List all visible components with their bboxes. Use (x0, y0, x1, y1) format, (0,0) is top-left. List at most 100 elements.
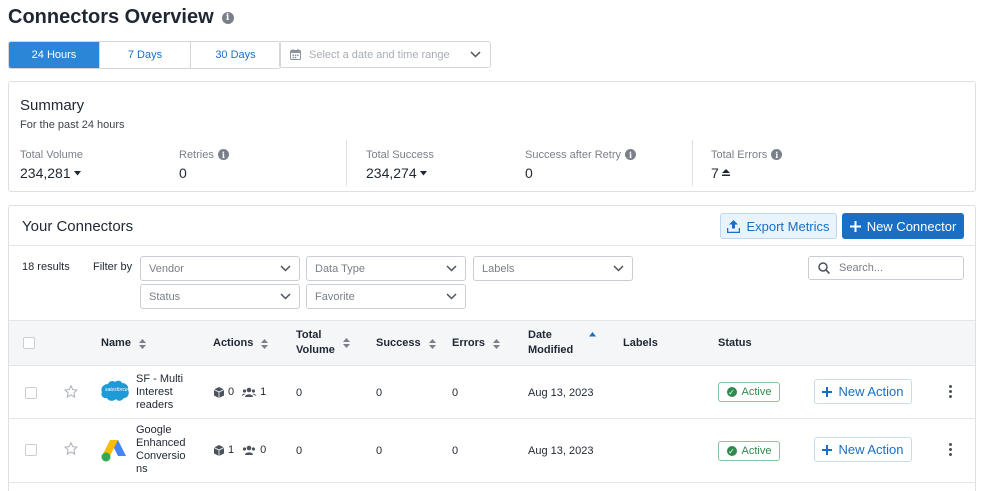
stat-value[interactable]: 234,281 (20, 165, 83, 181)
column-total-volume[interactable]: Total Volume (296, 328, 350, 358)
data-type-filter[interactable]: Data Type (306, 256, 466, 281)
labels-filter-label: Labels (482, 262, 515, 275)
tab-30-days[interactable]: 30 Days (191, 42, 280, 68)
name-line: Interest (136, 386, 173, 398)
stat-label: Success after Retry i (525, 148, 636, 161)
row-checkbox[interactable] (25, 444, 37, 456)
column-date-modified-label: Date Modified (528, 329, 574, 356)
tab-7-days[interactable]: 7 Days (100, 42, 191, 68)
connector-name[interactable]: Google Enhanced Conversio ns (136, 424, 196, 476)
date-range-picker[interactable]: Select a date and time range (279, 41, 491, 68)
data-type-filter-label: Data Type (315, 262, 365, 275)
connectors-title: Your Connectors (22, 218, 134, 235)
column-labels-label: Labels (623, 337, 658, 349)
star-icon[interactable] (64, 385, 78, 398)
column-total-volume-label: Total Volume (296, 329, 335, 356)
users-icon (242, 387, 257, 397)
chevron-down-icon (446, 265, 457, 272)
sort-icon (261, 338, 269, 349)
divider (692, 140, 693, 186)
chevron-down-icon (280, 265, 291, 272)
vendor-filter-label: Vendor (149, 262, 184, 275)
success-after-retry-label: Success after Retry (525, 148, 621, 161)
stat-value[interactable]: 7 (711, 165, 782, 181)
column-actions-label: Actions (213, 337, 254, 349)
favorite-filter[interactable]: Favorite (306, 284, 466, 309)
name-line: Enhanced (136, 437, 186, 449)
sort-icon (342, 338, 350, 348)
column-errors-label: Errors (452, 337, 486, 349)
stat-label: Total Volume (20, 148, 83, 161)
vendor-filter[interactable]: Vendor (140, 256, 300, 281)
name-line: SF - Multi (136, 373, 184, 385)
total-volume-cell: 0 (296, 387, 303, 399)
more-options-icon[interactable] (949, 385, 953, 398)
name-line: Google (136, 424, 172, 436)
status-text: Active (741, 445, 772, 457)
stat-value[interactable]: 234,274 (366, 165, 434, 181)
new-action-button[interactable]: New Action (814, 379, 912, 404)
more-options-icon[interactable] (949, 443, 953, 456)
status-badge: ✓ Active (718, 382, 780, 402)
filter-by-label: Filter by (93, 261, 133, 273)
table-header: Name Actions Total Volume Success Errors … (9, 320, 975, 366)
success-cell: 0 (376, 445, 383, 457)
sort-icon (138, 338, 146, 349)
date-range-placeholder: Select a date and time range (309, 48, 450, 61)
page-title: Connectors Overview i (8, 6, 234, 29)
actions-cell: 0 1 (214, 386, 266, 398)
favorite-filter-label: Favorite (315, 290, 355, 303)
table-row[interactable]: salesforce SF - Multi Interest readers 0… (9, 366, 975, 419)
calendar-icon (290, 49, 301, 60)
info-icon[interactable]: i (221, 11, 234, 24)
date-modified-cell: Aug 13, 2023 (528, 387, 594, 399)
plus-icon (822, 444, 833, 455)
new-connector-label: New Connector (866, 218, 957, 234)
new-connector-button[interactable]: New Connector (842, 213, 964, 239)
info-icon[interactable]: i (217, 149, 229, 160)
actions-count: 0 (228, 386, 235, 398)
info-icon[interactable]: i (771, 149, 783, 160)
errors-cell: 0 (452, 387, 459, 399)
actions-cell: 1 0 (214, 444, 266, 456)
date-modified-cell: Aug 13, 2023 (528, 445, 594, 457)
row-checkbox[interactable] (25, 387, 37, 399)
stat-label: Retries i (179, 148, 229, 161)
stat-success-after-retry: Success after Retry i 0 (525, 148, 636, 181)
select-all-checkbox[interactable] (23, 337, 35, 349)
results-count: 18 results (22, 261, 70, 273)
star-icon[interactable] (64, 442, 78, 455)
tab-24-hours[interactable]: 24 Hours (9, 42, 100, 68)
check-circle-icon: ✓ (726, 387, 737, 397)
table-row[interactable]: Google Enhanced Conversio ns 1 0 0 0 0 A… (9, 419, 975, 483)
summary-card: Summary For the past 24 hours Total Volu… (8, 81, 976, 192)
search-field[interactable]: Search... (808, 256, 964, 280)
new-action-label: New Action (838, 442, 904, 457)
column-labels: Labels (623, 336, 658, 351)
sort-ascending-icon (589, 332, 597, 337)
export-metrics-button[interactable]: Export Metrics (720, 213, 837, 239)
stat-total-success: Total Success 234,274 (366, 148, 434, 182)
column-success[interactable]: Success (376, 336, 436, 351)
search-input[interactable]: Search... (839, 262, 884, 274)
google-ads-logo (101, 440, 126, 462)
divider (9, 245, 975, 246)
column-name[interactable]: Name (101, 336, 146, 351)
column-actions[interactable]: Actions (213, 336, 269, 351)
chevron-down-icon (470, 51, 481, 58)
status-filter[interactable]: Status (140, 284, 300, 309)
connector-name[interactable]: SF - Multi Interest readers (136, 373, 196, 412)
column-errors[interactable]: Errors (452, 336, 501, 351)
column-status-label: Status (718, 337, 752, 349)
status-badge: ✓ Active (718, 441, 780, 461)
new-action-button[interactable]: New Action (814, 437, 912, 462)
upload-icon (727, 219, 741, 233)
export-metrics-label: Export Metrics (746, 218, 830, 234)
info-icon[interactable]: i (624, 149, 636, 160)
stat-retries: Retries i 0 (179, 148, 229, 181)
stat-total-volume: Total Volume 234,281 (20, 148, 83, 182)
labels-filter[interactable]: Labels (473, 256, 633, 281)
time-range-tabs: 24 Hours 7 Days 30 Days (8, 41, 281, 69)
actions-count: 1 (228, 444, 235, 456)
column-date-modified[interactable]: Date Modified (528, 328, 597, 358)
